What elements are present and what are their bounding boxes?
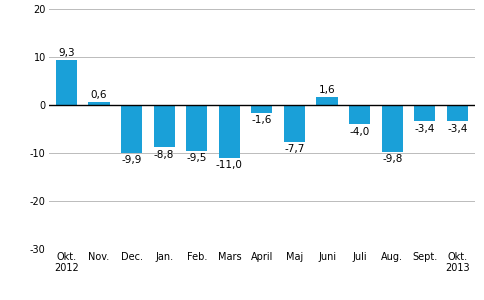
Text: -9,8: -9,8 xyxy=(381,154,402,164)
Text: -8,8: -8,8 xyxy=(153,150,174,160)
Bar xyxy=(381,105,402,152)
Bar xyxy=(153,105,174,147)
Text: -11,0: -11,0 xyxy=(215,160,242,170)
Bar xyxy=(283,105,304,142)
Bar xyxy=(56,60,77,105)
Text: -1,6: -1,6 xyxy=(251,115,272,125)
Text: -7,7: -7,7 xyxy=(284,144,304,154)
Bar xyxy=(251,105,272,113)
Bar xyxy=(121,105,142,152)
Bar xyxy=(446,105,467,121)
Bar xyxy=(88,102,109,105)
Bar xyxy=(348,105,369,124)
Text: 9,3: 9,3 xyxy=(58,48,75,58)
Text: -9,5: -9,5 xyxy=(186,153,207,163)
Text: 0,6: 0,6 xyxy=(91,90,107,100)
Text: 1,6: 1,6 xyxy=(318,85,334,95)
Bar xyxy=(413,105,435,121)
Text: -3,4: -3,4 xyxy=(414,124,434,134)
Text: -4,0: -4,0 xyxy=(349,127,369,136)
Bar xyxy=(218,105,240,158)
Text: -9,9: -9,9 xyxy=(121,155,141,165)
Bar xyxy=(186,105,207,151)
Text: -3,4: -3,4 xyxy=(446,124,467,134)
Bar xyxy=(316,97,337,105)
